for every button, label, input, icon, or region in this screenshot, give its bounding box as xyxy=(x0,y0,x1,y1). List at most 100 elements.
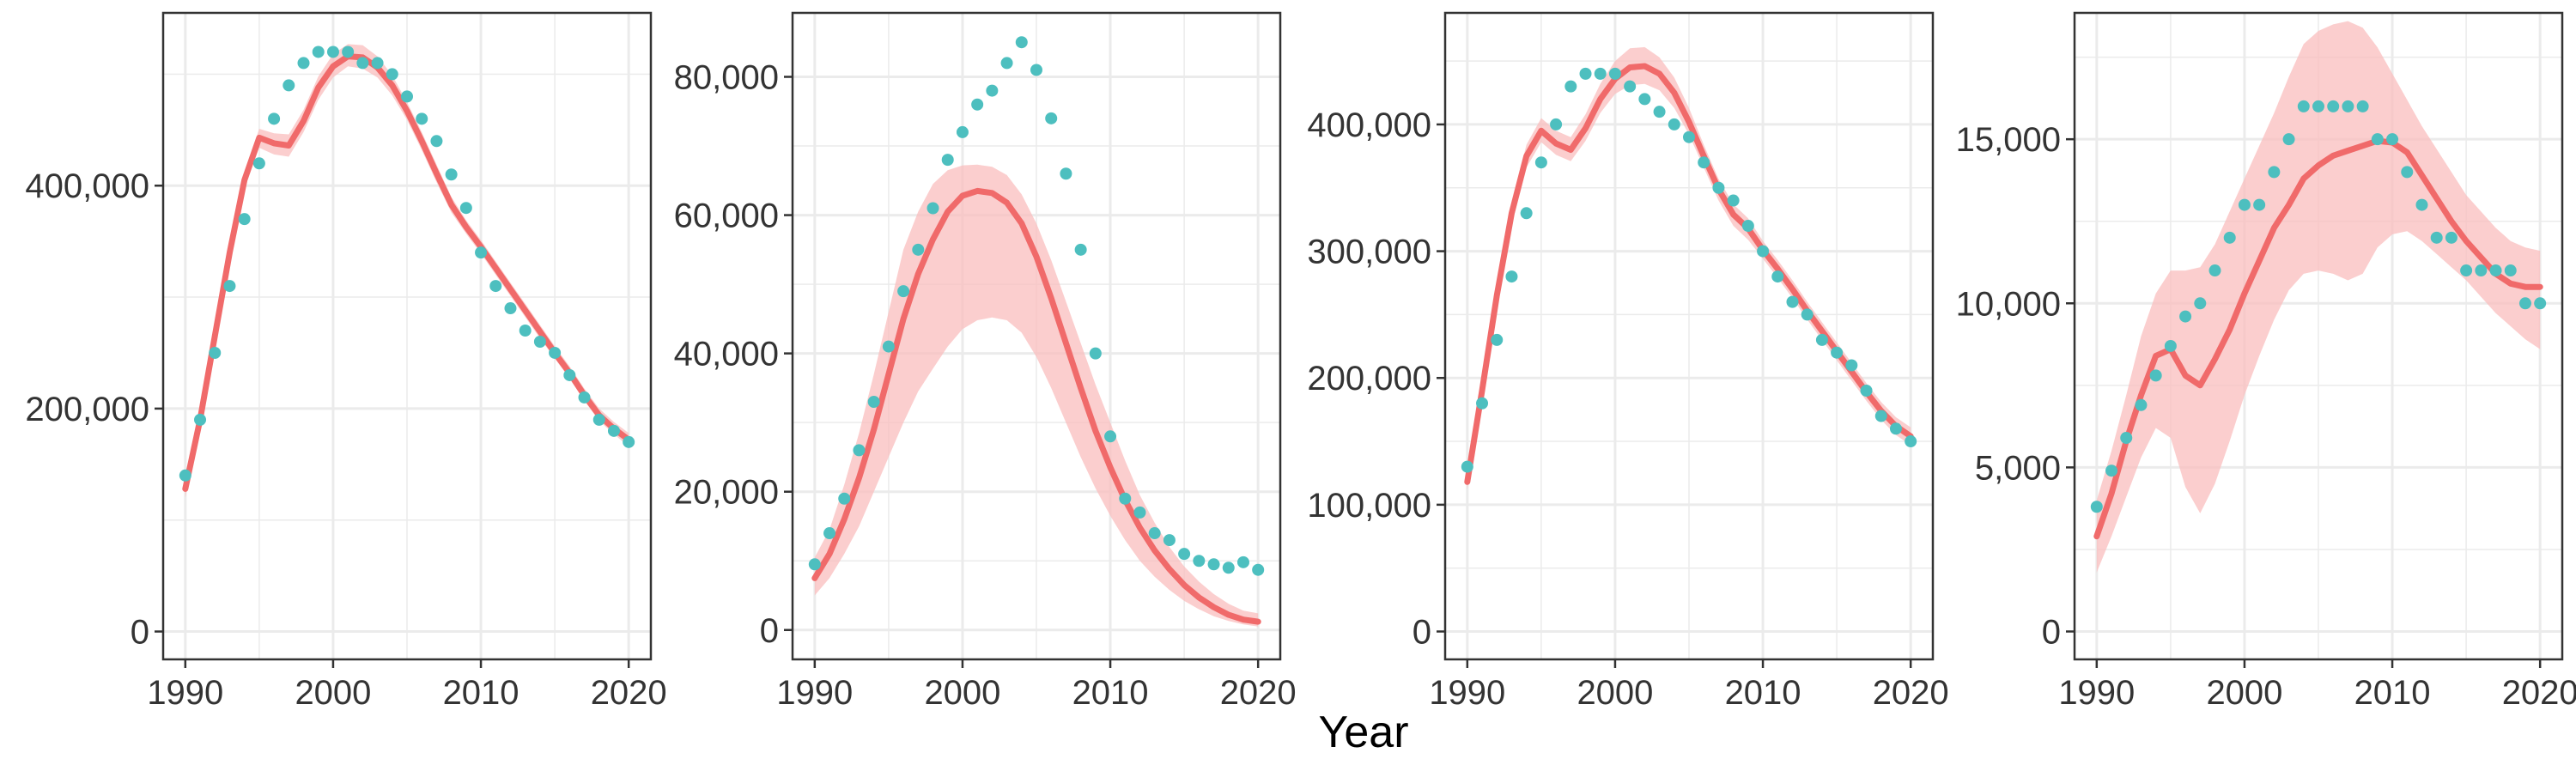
y-tick-label: 300,000 xyxy=(1307,234,1431,271)
observed-point xyxy=(1236,555,1249,568)
observed-point xyxy=(1712,181,1725,194)
y-tick-label: 80,000 xyxy=(674,58,779,96)
observed-point xyxy=(2253,198,2266,211)
observed-point xyxy=(1045,112,1058,124)
observed-point xyxy=(1060,167,1072,180)
x-tick-label: 1990 xyxy=(147,674,223,712)
y-tick-label: 15,000 xyxy=(1956,121,2061,159)
observed-point xyxy=(1741,220,1754,233)
observed-point xyxy=(1668,118,1680,131)
observed-point xyxy=(2401,166,2414,179)
observed-point xyxy=(283,79,295,92)
observed-point xyxy=(2518,297,2531,310)
observed-point xyxy=(1030,64,1042,76)
y-tick-label: 0 xyxy=(2042,614,2061,652)
observed-point xyxy=(1015,36,1028,49)
observed-point xyxy=(1771,270,1784,283)
observed-point xyxy=(1624,80,1637,93)
observed-point xyxy=(1089,347,1102,360)
observed-point xyxy=(2194,297,2207,310)
panels-layer: 0 200,000 400,000 1990 2000 2010 2020 0 20,000 40… xyxy=(25,11,2576,712)
panel-1: 0 200,000 400,000 1990 2000 2010 2020 xyxy=(25,11,667,712)
panel-border xyxy=(1443,11,1935,661)
x-tick-label: 1990 xyxy=(2058,674,2135,712)
observed-point xyxy=(2489,264,2502,277)
observed-point xyxy=(1119,492,1132,505)
observed-point xyxy=(401,90,413,103)
observed-point xyxy=(1461,460,1473,473)
observed-point xyxy=(371,57,384,70)
observed-point xyxy=(2460,264,2473,277)
observed-point xyxy=(1698,156,1710,169)
observed-point xyxy=(312,46,325,58)
observed-point xyxy=(252,157,265,170)
observed-point xyxy=(2415,198,2428,211)
observed-point xyxy=(1133,506,1146,519)
y-tick-label: 60,000 xyxy=(674,197,779,235)
observed-point xyxy=(1207,558,1220,571)
y-tick-label: 0 xyxy=(1413,614,1431,652)
observed-point xyxy=(592,413,605,426)
observed-point xyxy=(1476,397,1489,410)
x-tick-label: 2000 xyxy=(2206,674,2282,712)
observed-point xyxy=(1608,67,1621,80)
observed-point xyxy=(1683,131,1695,143)
y-tick-label: 20,000 xyxy=(674,474,779,512)
observed-point xyxy=(2297,100,2310,112)
x-tick-label: 1990 xyxy=(1429,674,1505,712)
x-tick-label: 2000 xyxy=(924,674,1000,712)
observed-point xyxy=(430,135,443,148)
observed-point xyxy=(1579,67,1592,80)
observed-point xyxy=(823,527,836,540)
y-tick-label: 100,000 xyxy=(1307,487,1431,525)
observed-point xyxy=(2386,133,2399,146)
observed-point xyxy=(2371,133,2384,146)
observed-point xyxy=(927,202,939,215)
y-tick-label: 5,000 xyxy=(1975,449,2061,487)
observed-point xyxy=(971,98,984,111)
observed-point xyxy=(897,285,910,298)
observed-point xyxy=(838,492,851,505)
observed-point xyxy=(489,280,502,293)
observed-point xyxy=(2475,264,2488,277)
observed-point xyxy=(209,346,222,359)
observed-point xyxy=(297,57,310,70)
observed-point xyxy=(549,346,562,359)
observed-point xyxy=(2179,310,2192,323)
observed-point xyxy=(194,413,207,426)
x-tick-label: 2000 xyxy=(1577,674,1653,712)
observed-point xyxy=(867,396,880,409)
observed-point xyxy=(2208,264,2221,277)
panel-border xyxy=(791,11,1282,661)
observed-point xyxy=(1148,527,1161,540)
confidence-ribbon xyxy=(2096,21,2541,573)
observed-point xyxy=(2430,231,2443,244)
y-tick-label: 200,000 xyxy=(1307,360,1431,398)
observed-point xyxy=(1845,359,1858,372)
observed-point xyxy=(986,84,999,97)
observed-point xyxy=(533,335,546,348)
x-tick-label: 2000 xyxy=(295,674,371,712)
observed-point xyxy=(2223,231,2236,244)
observed-point xyxy=(941,154,954,167)
observed-point xyxy=(1815,333,1828,346)
observed-point xyxy=(475,246,488,259)
observed-point xyxy=(504,302,517,315)
observed-point xyxy=(1074,243,1087,256)
x-tick-label: 2020 xyxy=(591,674,667,712)
observed-point xyxy=(1860,384,1873,397)
observed-point xyxy=(1757,245,1770,258)
observed-point xyxy=(1222,562,1235,574)
y-tick-label: 400,000 xyxy=(25,167,149,205)
observed-point xyxy=(2356,100,2369,112)
observed-point xyxy=(416,112,428,125)
panel-3: 0 100,000 200,000 300,000 400,000 1990 2000 201… xyxy=(1307,11,1949,712)
observed-point xyxy=(2090,501,2103,513)
observed-point xyxy=(1905,435,1917,448)
observed-point xyxy=(2105,464,2118,477)
observed-point xyxy=(1831,346,1844,359)
observed-point xyxy=(1000,57,1013,70)
observed-point xyxy=(356,57,369,70)
observed-point xyxy=(2238,198,2251,211)
observed-point xyxy=(1178,548,1191,561)
